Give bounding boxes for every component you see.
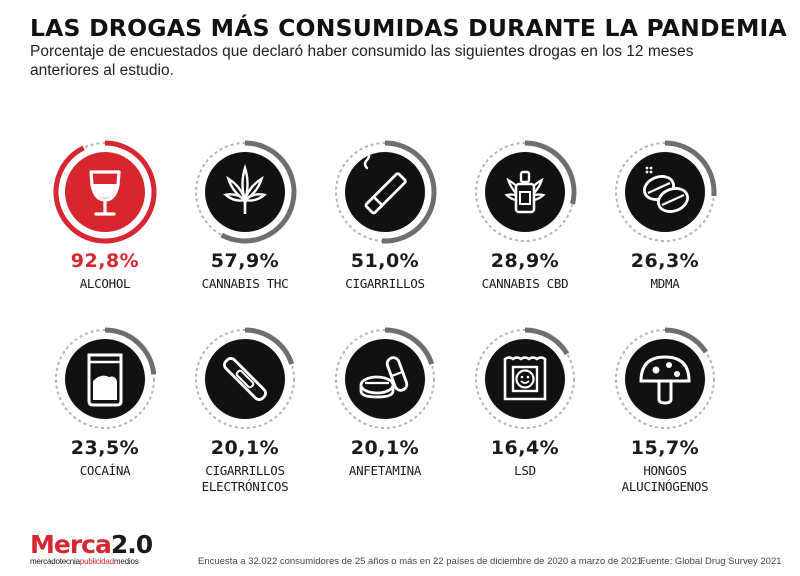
category-label: ANFETAMINA [348,463,422,478]
icon-disc [205,339,285,419]
amphetamine-pills-icon [359,356,409,399]
value-label: 92,8% [70,250,140,272]
value-arc [664,327,708,354]
category-label: HONGOS ALUCINÓGENOS [621,463,709,494]
progress-ring [195,140,297,244]
merca20-logo: Merca2.0 mercadotecniapublicidadmedios [30,530,153,566]
source-note: Fuente: Global Drug Survey 2021 [640,556,782,567]
value-arc [524,327,570,356]
value-label: 26,3% [630,250,700,272]
value-label: 20,1% [350,437,420,459]
value-label: 16,4% [490,437,560,459]
progress-ring [475,327,575,429]
mushroom-icon [639,355,691,405]
value-label: 28,9% [490,250,560,272]
cbd-dropper-icon [504,170,546,214]
wine-glass-icon [89,170,121,216]
logo-text-red: Merca [30,530,112,559]
pills-icon [643,166,689,213]
page-subtitle: Porcentaje de encuestados que declaró ha… [30,43,694,79]
progress-ring [615,140,717,242]
value-label: 23,5% [70,437,140,459]
value-arc [244,327,295,365]
category-label: COCAÍNA [79,463,131,478]
logo-sub-3: medios [113,557,139,566]
progress-ring [195,327,295,429]
cigarette-icon [363,150,407,215]
value-arc [220,140,297,244]
category-label: ALCOHOL [79,276,131,291]
survey-note: Encuesta a 32.022 consumidores de 25 año… [198,556,645,567]
value-arc [524,140,577,205]
value-label: 57,9% [210,250,280,272]
page-title: LAS DROGAS MÁS CONSUMIDAS DURANTE LA PAN… [30,14,787,42]
progress-ring [335,327,435,429]
icon-disc [625,339,705,419]
category-label: CANNABIS THC [201,276,289,291]
value-arc [53,140,157,244]
icon-disc [345,152,425,232]
progress-ring [53,140,157,244]
icon-disc [485,339,565,419]
logo-sub-2: publicidad [79,557,114,566]
value-label: 20,1% [210,437,280,459]
category-label: CANNABIS CBD [481,276,569,291]
category-label: MDMA [650,276,680,291]
powder-bag-icon [87,353,123,407]
value-arc [664,140,717,197]
lsd-blotter-icon [503,356,547,401]
value-arc [381,140,437,244]
value-arc [384,327,435,365]
e-cigarette-icon [223,357,267,401]
progress-ring [615,327,715,429]
value-arc [104,327,157,375]
logo-sub-1: mercadotecnia [30,557,80,566]
value-label: 51,0% [350,250,420,272]
value-label: 15,7% [630,437,700,459]
icon-disc [205,152,285,232]
cannabis-leaf-icon [223,163,267,214]
category-label: CIGARRILLOS ELECTRÓNICOS [201,463,289,494]
progress-ring [55,327,157,429]
category-label: LSD [514,463,536,478]
progress-ring [475,140,577,242]
category-label: CIGARRILLOS [345,276,425,291]
logo-text-dark: 2.0 [110,530,153,559]
progress-ring [335,140,437,244]
